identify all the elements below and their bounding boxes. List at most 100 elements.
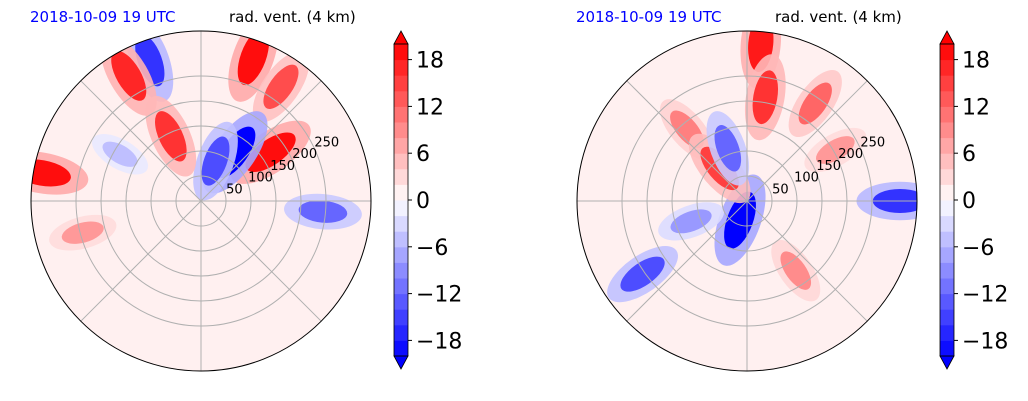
colorbar-level [394, 44, 408, 61]
colorbar-level [940, 106, 954, 123]
colorbar-level [940, 262, 954, 279]
feature-core [815, 136, 855, 164]
polar-frame [576, 30, 918, 372]
colorbar-tick-label: 0 [416, 189, 430, 214]
colorbar-level [940, 324, 954, 341]
colorbar-extend-min [393, 355, 409, 370]
colorbar-level [940, 137, 954, 154]
grid-spoke [746, 80, 868, 202]
colorbar-tick-label: 0 [962, 189, 976, 214]
radial-tick-label: 150 [270, 159, 295, 174]
colorbar-tick-label: 18 [962, 49, 990, 74]
radial-tick-label: 250 [860, 135, 885, 150]
colorbar-level [394, 75, 408, 92]
feature-core [714, 125, 742, 172]
colorbar-level [394, 184, 408, 201]
colorbar-level [394, 293, 408, 310]
feature-core [620, 256, 665, 292]
colorbar-level [940, 168, 954, 185]
grid-spoke [626, 80, 748, 202]
radial-tick-label: 200 [292, 147, 317, 162]
colorbar-level [940, 59, 954, 76]
feature-core [724, 191, 756, 249]
colorbar-tick-label: −6 [962, 236, 994, 261]
colorbar-level [394, 137, 408, 154]
feature-core [237, 31, 269, 86]
colorbar-level [940, 90, 954, 107]
feature-core [298, 200, 348, 223]
colorbar-level [940, 215, 954, 232]
colorbar-level [940, 246, 954, 263]
colorbar-tick-label: 6 [962, 142, 976, 167]
colorbar-tick-label: 12 [962, 95, 990, 120]
field-features [607, 31, 917, 303]
colorbar-level [394, 324, 408, 341]
colorbar-level [940, 184, 954, 201]
radial-tick-label: 200 [838, 147, 863, 162]
colorbar-level [394, 340, 408, 357]
radial-tick-label: 50 [772, 182, 789, 197]
radial-tick-label: 250 [314, 135, 339, 150]
panel-left: 2018-10-09 19 UTC rad. vent. (4 km) 50 10… [30, 8, 462, 372]
colorbar-level [394, 231, 408, 248]
colorbar-level [394, 90, 408, 107]
feature-core [111, 50, 147, 101]
colorbar-tick-label: −12 [962, 283, 1008, 308]
radial-tick-label: 150 [816, 159, 841, 174]
feature-core [670, 209, 712, 234]
colorbar-tick-label: −18 [416, 329, 462, 354]
feature-core [752, 70, 779, 125]
feature-core [245, 132, 296, 173]
colorbar-level [940, 309, 954, 326]
colorbar-level [940, 200, 954, 217]
colorbar-level [394, 278, 408, 295]
colorbar-level [394, 215, 408, 232]
colorbar-level [394, 200, 408, 217]
date-title: 2018-10-09 19 UTC [576, 8, 722, 26]
colorbar-extend-max [393, 30, 409, 45]
colorbar: 18 12 6 0 −6 −12 −18 [939, 30, 1008, 370]
grid-spoke [626, 200, 748, 322]
colorbar-level [940, 75, 954, 92]
colorbar-level [940, 153, 954, 170]
feature-core [798, 82, 832, 125]
grid-spoke [746, 200, 868, 322]
feature-core [135, 34, 165, 87]
radial-tick-label: 100 [248, 171, 273, 186]
colorbar-level [394, 309, 408, 326]
colorbar-tick-label: −6 [416, 236, 448, 261]
feature-core [31, 159, 71, 187]
grid-spoke [80, 80, 202, 202]
colorbar-level [940, 278, 954, 295]
colorbar-level [394, 262, 408, 279]
panel-right: 2018-10-09 19 UTC rad. vent. (4 km) 50 10… [546, 0, 1028, 401]
polar-grid [577, 31, 917, 371]
radial-tick-label: 100 [794, 171, 819, 186]
colorbar-extend-min [939, 355, 955, 370]
colorbar-level [940, 340, 954, 357]
colorbar-tick-label: 18 [416, 49, 444, 74]
grid-spoke [200, 200, 322, 322]
radial-tick-label: 50 [226, 182, 243, 197]
colorbar-level [394, 168, 408, 185]
colorbar-level [940, 231, 954, 248]
colorbar-level [394, 122, 408, 139]
feature-core [201, 136, 230, 186]
colorbar-tick-label: 12 [416, 95, 444, 120]
colorbar-level [394, 246, 408, 263]
variable-title: rad. vent. (4 km) [775, 8, 902, 26]
polar-grid [31, 31, 371, 371]
colorbar-tick-label: 6 [416, 142, 430, 167]
grid-spoke [80, 200, 202, 322]
feature-core [61, 221, 104, 244]
colorbar-level [394, 153, 408, 170]
feature-core [155, 111, 187, 162]
polar-frame [30, 30, 372, 372]
variable-title: rad. vent. (4 km) [229, 8, 356, 26]
colorbar-extend-max [939, 30, 955, 45]
date-title: 2018-10-09 19 UTC [30, 8, 176, 26]
colorbar-level [940, 44, 954, 61]
colorbar-level [940, 293, 954, 310]
field-features [31, 31, 362, 251]
